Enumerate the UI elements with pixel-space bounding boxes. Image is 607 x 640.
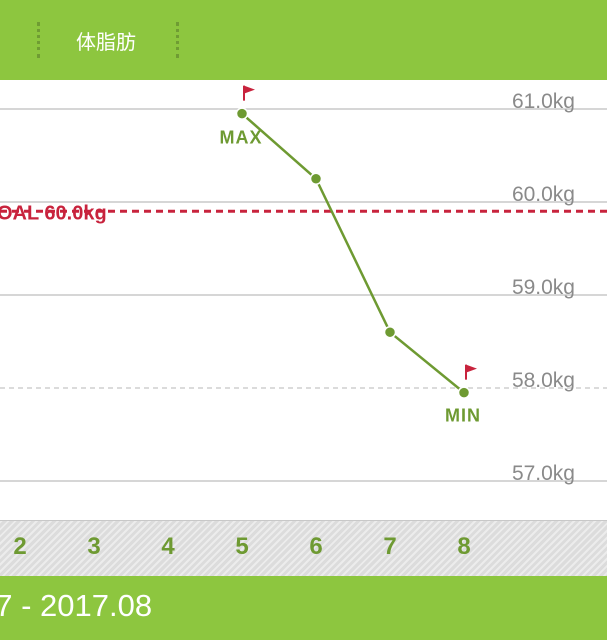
flag-icon (466, 364, 477, 373)
y-tick-label: 58.0kg (512, 369, 575, 392)
weight-chart: 61.0kg 60.0kg 59.0kg 58.0kg 57.0kg OAL 60.0kg… (0, 85, 607, 485)
data-point (309, 172, 323, 185)
x-tick-label[interactable]: 8 (457, 533, 471, 560)
x-tick-label[interactable]: 7 (383, 533, 397, 560)
top-bar: 体脂肪 (0, 0, 607, 80)
min-label: MIN (445, 406, 481, 426)
x-tick-label[interactable]: 3 (87, 533, 101, 560)
flag-icon (244, 85, 255, 94)
data-point (457, 386, 471, 399)
y-tick-label: 61.0kg (512, 90, 575, 113)
y-tick-label: 60.0kg (512, 183, 575, 206)
x-axis-band[interactable]: 2 3 4 5 6 7 8 (0, 520, 607, 577)
x-tick-label[interactable]: 6 (309, 533, 323, 560)
footer-bar: 07 - 2017.08 (0, 576, 607, 640)
data-point (235, 107, 249, 120)
drag-handle-dots-left[interactable] (37, 22, 40, 58)
y-tick-label: 59.0kg (512, 276, 575, 299)
drag-handle-dots-right[interactable] (176, 22, 179, 58)
tab-body-fat[interactable]: 体脂肪 (76, 30, 136, 54)
goal-label: OAL 60.0kg (0, 202, 107, 224)
date-range-label[interactable]: 07 - 2017.08 (0, 588, 153, 623)
max-label: MAX (220, 128, 263, 148)
series-line (241, 112, 465, 394)
x-tick-label[interactable]: 5 (235, 533, 249, 560)
data-point (383, 325, 397, 339)
x-tick-label[interactable]: 4 (161, 533, 175, 560)
x-tick-label[interactable]: 2 (13, 533, 27, 560)
y-tick-label: 57.0kg (512, 462, 575, 485)
